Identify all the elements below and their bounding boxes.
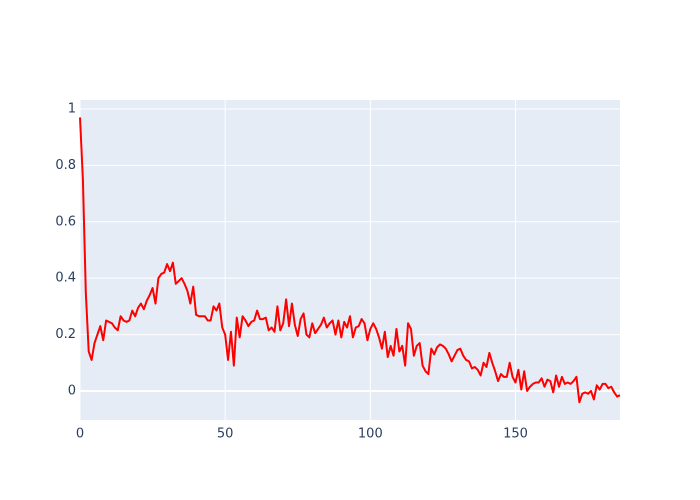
- y-tick-label: 0: [68, 383, 76, 398]
- y-tick-label: 0.8: [55, 158, 76, 173]
- y-tick-label: 0.4: [55, 271, 76, 286]
- x-tick-label: 0: [76, 427, 84, 442]
- x-tick-label: 100: [358, 427, 383, 442]
- x-tick-label: 50: [217, 427, 234, 442]
- y-tick-label: 0.6: [55, 214, 76, 229]
- x-tick-label: 150: [503, 427, 528, 442]
- data-line: [79, 117, 621, 404]
- y-tick-label: 1: [68, 102, 76, 117]
- plot-background: [80, 100, 620, 420]
- y-tick-label: 0.2: [55, 327, 76, 342]
